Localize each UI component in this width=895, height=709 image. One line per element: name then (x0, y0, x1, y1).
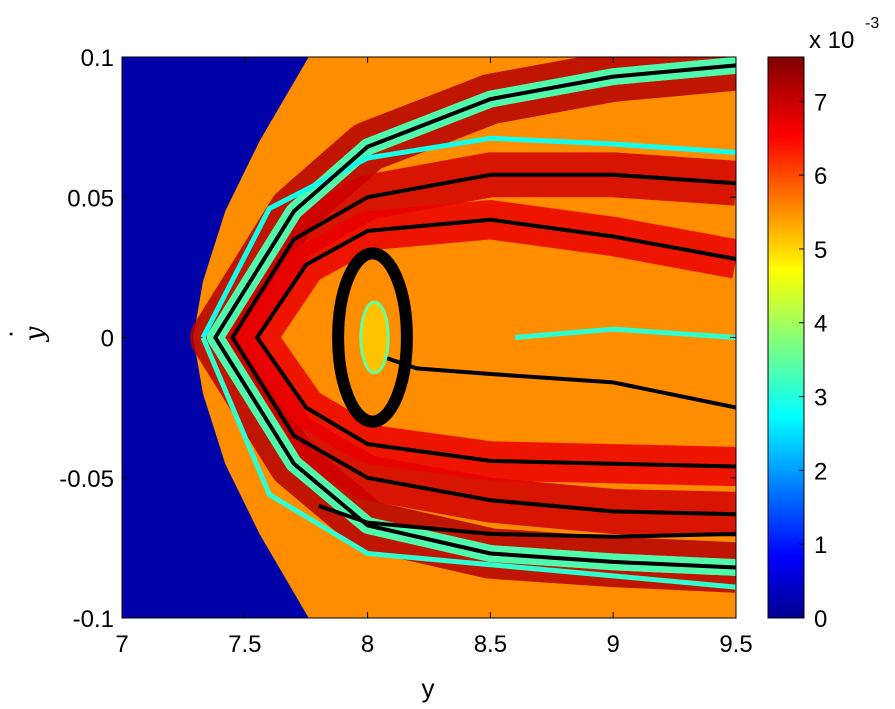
x-tick-label: 8 (361, 631, 374, 658)
y-tick-label: 0.05 (67, 185, 114, 212)
y-ticks: -0.1 -0.05 0 0.05 0.1 (59, 45, 736, 633)
y-tick-label: 0.1 (81, 45, 114, 72)
x-ticks: 7 7.5 8 8.5 9 9.5 (115, 57, 753, 658)
colorbar-tick-label: 6 (814, 163, 827, 190)
x-axis-label: y (422, 673, 435, 703)
colorbar-ticks: 0 1 2 3 4 5 6 7 (799, 89, 827, 633)
trajectory-curve (255, 217, 736, 469)
colorbar-tick-label: 4 (814, 311, 827, 338)
x-tick-label: 7 (115, 631, 128, 658)
colorbar-tick-label: 1 (814, 532, 827, 559)
heatmap-ridges (200, 135, 736, 590)
trajectory-curve (317, 503, 736, 539)
colorbar-exponent: -3 (865, 15, 879, 32)
island-ring (332, 247, 413, 428)
colorbar-gradient (767, 56, 805, 619)
y-tick-label: -0.1 (73, 606, 114, 633)
y-axis-label: y (20, 326, 50, 342)
colorbar-tick-label: 7 (814, 89, 827, 116)
plot-area (122, 57, 736, 618)
colorbar-tick-label: 0 (814, 606, 827, 633)
heatmap-ridge (200, 336, 736, 590)
x-tick-label: 9 (607, 631, 620, 658)
heatmap-ridge (200, 135, 736, 339)
colorbar-tick-label: 5 (814, 237, 827, 264)
y-tick-label: -0.05 (59, 466, 114, 493)
trajectory-curve (230, 172, 736, 517)
island-core (359, 300, 390, 375)
x-tick-label: 9.5 (719, 631, 752, 658)
trajectory-curve (213, 63, 736, 570)
colorbar: 0 1 2 3 4 5 6 7 x 10 -3 (767, 15, 879, 633)
x-tick-label: 7.5 (228, 631, 261, 658)
colorbar-tick-label: 2 (814, 458, 827, 485)
y-axis-label-accent: · (0, 330, 24, 339)
colorbar-tick-label: 3 (814, 385, 827, 412)
trajectory-curves (213, 63, 736, 570)
heatmap-ridge (514, 326, 736, 340)
y-tick-label: 0 (101, 326, 114, 353)
x-tick-label: 8.5 (474, 631, 507, 658)
colorbar-multiplier: x 10 (809, 27, 854, 54)
